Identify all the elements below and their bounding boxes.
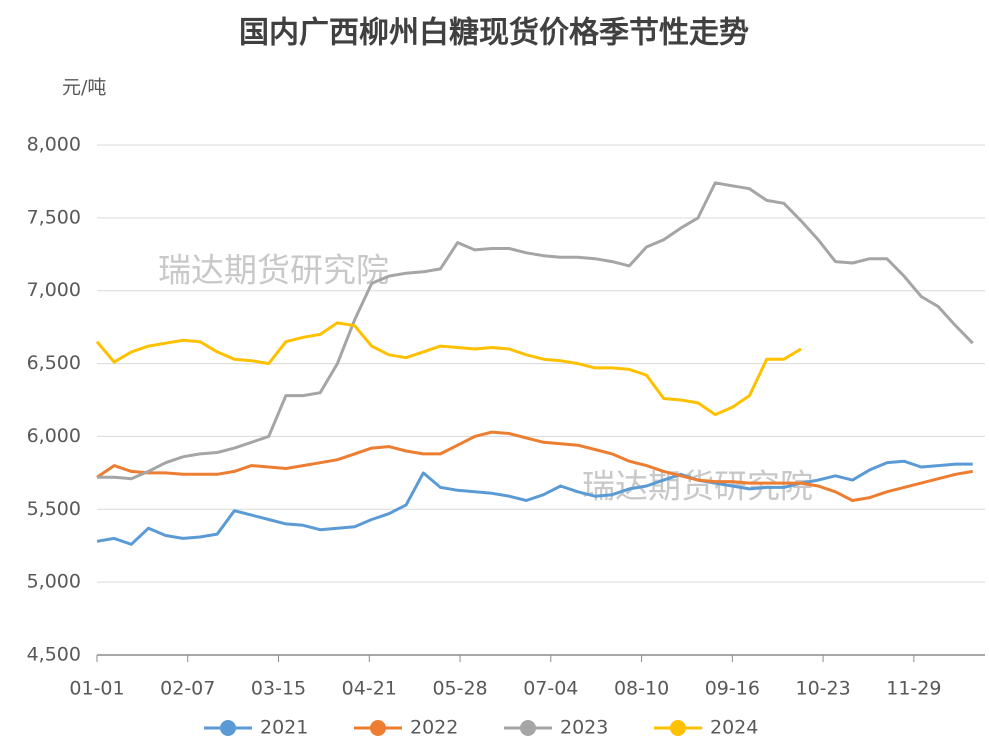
x-tick-label: 07-04 — [523, 678, 578, 700]
y-tick-label: 5,500 — [27, 498, 81, 520]
series-line — [97, 181, 974, 481]
y-tick-label: 4,500 — [27, 644, 81, 666]
y-tick-label: 5,000 — [27, 571, 81, 593]
legend-marker — [670, 720, 686, 736]
legend-marker — [520, 720, 536, 736]
x-tick-label: 11-29 — [886, 678, 941, 700]
y-tick-label: 6,000 — [27, 425, 81, 447]
series-line — [96, 430, 973, 502]
y-tick-label: 7,000 — [27, 279, 81, 301]
x-tick-label: 05-28 — [432, 678, 487, 700]
legend-label: 2024 — [710, 717, 758, 739]
watermark: 瑞达期货研究院 — [158, 251, 389, 290]
y-tick-label: 7,500 — [27, 206, 81, 228]
legend-label: 2021 — [260, 717, 308, 739]
x-tick-label: 09-16 — [705, 678, 760, 700]
x-tick-label: 04-21 — [342, 678, 397, 700]
y-unit: 元/吨 — [62, 77, 106, 99]
legend-marker — [370, 720, 386, 736]
legend-label: 2023 — [560, 717, 608, 739]
y-tick-label: 6,500 — [27, 352, 81, 374]
x-tick-label: 01-01 — [69, 678, 124, 700]
series-line — [95, 321, 802, 417]
x-tick-label: 08-10 — [614, 678, 669, 700]
legend-marker — [220, 720, 236, 736]
legend-label: 2022 — [410, 717, 458, 739]
chart-title: 国内广西柳州白糖现货价格季节性走势 — [239, 16, 749, 51]
x-tick-label: 03-15 — [251, 678, 306, 700]
y-tick-label: 8,000 — [27, 134, 81, 156]
x-tick-label: 10-23 — [795, 678, 850, 700]
series-line — [96, 459, 973, 546]
x-tick-label: 02-07 — [160, 678, 215, 700]
